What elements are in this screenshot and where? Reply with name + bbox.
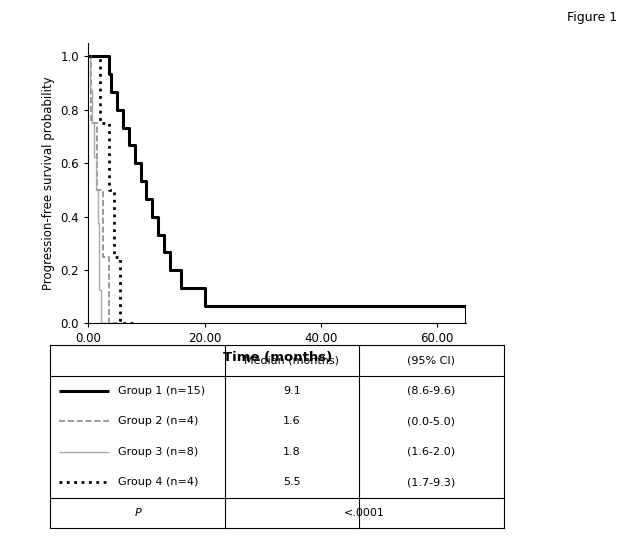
Text: Group 2 (n=4): Group 2 (n=4)	[118, 416, 199, 426]
X-axis label: Time (months): Time (months)	[222, 351, 332, 364]
Text: 5.5: 5.5	[283, 478, 301, 487]
Text: Group 3 (n=8): Group 3 (n=8)	[118, 447, 198, 457]
Y-axis label: Progression-free survival probability: Progression-free survival probability	[42, 77, 55, 290]
Text: Group 1 (n=15): Group 1 (n=15)	[118, 386, 205, 396]
Text: (0.0-5.0): (0.0-5.0)	[408, 416, 455, 426]
Text: 1.6: 1.6	[283, 416, 301, 426]
Text: P: P	[134, 508, 141, 518]
Text: (1.7-9.3): (1.7-9.3)	[408, 478, 455, 487]
Text: Median (months): Median (months)	[244, 355, 340, 365]
Text: 9.1: 9.1	[283, 386, 301, 396]
Text: (1.6-2.0): (1.6-2.0)	[408, 447, 455, 457]
Text: 1.8: 1.8	[283, 447, 301, 457]
Text: Group 4 (n=4): Group 4 (n=4)	[118, 478, 199, 487]
Text: Figure 1: Figure 1	[567, 11, 617, 24]
Text: (95% CI): (95% CI)	[408, 355, 455, 365]
Text: (8.6-9.6): (8.6-9.6)	[408, 386, 455, 396]
Text: <.0001: <.0001	[344, 508, 385, 518]
